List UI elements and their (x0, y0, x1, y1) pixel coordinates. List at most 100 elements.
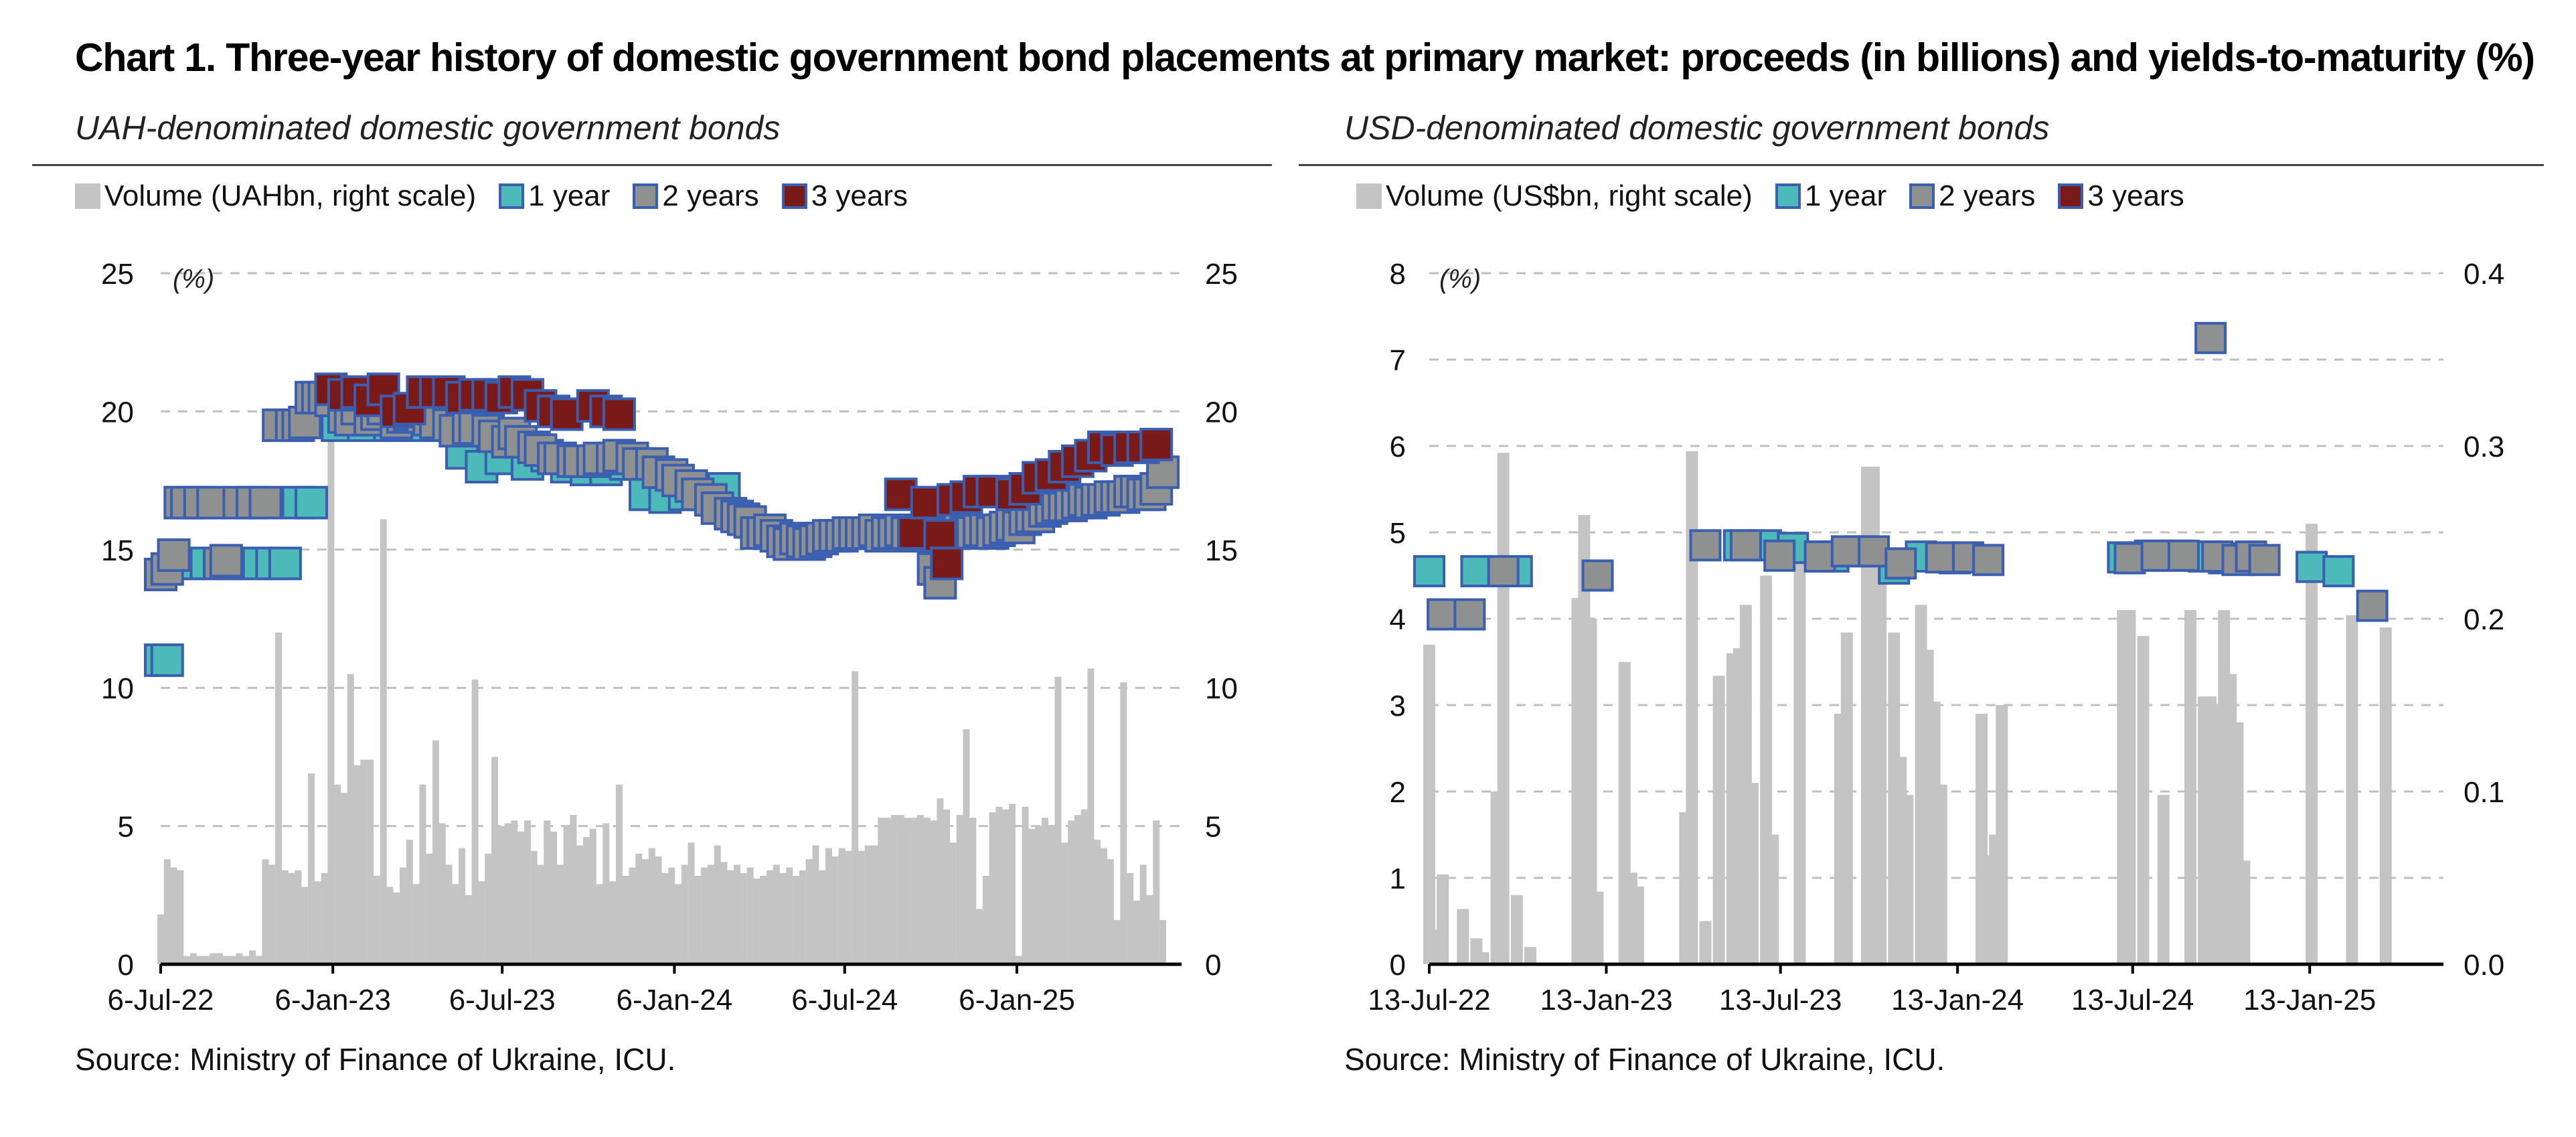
volume-bar (216, 953, 224, 964)
volume-bar (517, 831, 525, 964)
volume-bar (1712, 676, 1725, 964)
volume-bar (2184, 610, 2196, 964)
volume-bar (1113, 919, 1121, 964)
y-right-tick-label: 15 (1205, 534, 1238, 567)
volume-bar (544, 820, 551, 964)
marker-2-years (1858, 535, 1890, 568)
legend-swatch-volume (1356, 183, 1382, 209)
volume-bar (890, 815, 898, 964)
volume-bar (1068, 820, 1075, 964)
volume-bar (1477, 952, 1490, 964)
volume-bar (353, 765, 361, 964)
y-right-tick-label: 20 (1205, 396, 1238, 429)
legend-item-3-years: 3 years (2058, 179, 2184, 213)
y-unit-label: (%) (173, 264, 214, 294)
volume-bar (1133, 901, 1140, 964)
volume-bar (1008, 804, 1016, 964)
volume-bar (943, 809, 951, 964)
volume-bar (210, 953, 217, 964)
volume-bar (937, 798, 944, 964)
marker-2-years (1581, 559, 1614, 592)
volume-bar (884, 818, 892, 964)
volume-bar (1423, 644, 1435, 964)
y-right-tick-label: 0.4 (2464, 258, 2504, 291)
marker-2-years (1763, 539, 1796, 572)
y-left-tick-label: 0 (118, 949, 134, 982)
volume-bar (438, 823, 446, 964)
x-tick-label: 13-Jul-23 (1719, 984, 1842, 1016)
panel-divider-uah (32, 164, 1272, 166)
legend-label-2-years: 2 years (662, 179, 759, 212)
volume-bar (845, 850, 852, 964)
marker-2-years (1803, 540, 1836, 573)
legend-usd: Volume (US$bn, right scale) 1 year 2 yea… (1356, 179, 2207, 213)
volume-bar (1002, 809, 1010, 964)
marker-2-years (1972, 544, 2005, 577)
uah-chart-plot: 0 5 10 15 20 25 0 5 10 15 20 25 (%) 6-Jul-22 6-Jan-23 6… (101, 258, 1238, 1016)
volume-bar (740, 873, 747, 964)
chart-title: Chart 1. Three-year history of domestic … (75, 35, 2535, 80)
volume-bar (904, 818, 911, 964)
volume-bar (1087, 668, 1095, 964)
volume-bar (1022, 806, 1029, 964)
volume-bar (976, 909, 983, 964)
volume-bar (878, 818, 885, 964)
volume-bar (334, 784, 341, 964)
y-right-tick-label: 0.2 (2464, 603, 2504, 636)
y-left-tick-label: 10 (101, 672, 134, 705)
volume-bar (183, 956, 191, 964)
panel-divider-usd (1299, 164, 2544, 166)
marker-1-year (268, 546, 302, 581)
volume-bar (720, 862, 728, 964)
legend-item-3-years: 3 years (781, 179, 908, 213)
volume-bar (825, 848, 833, 964)
volume-bar (746, 867, 754, 964)
y-right-tick-label: 0.3 (2464, 431, 2504, 463)
volume-bar (242, 956, 250, 964)
source-note-uah: Source: Ministry of Finance of Ukraine, … (75, 1042, 676, 1077)
legend-swatch-1-year (1775, 183, 1801, 209)
marker-1-year (150, 643, 184, 677)
volume-bar (871, 845, 878, 964)
legend-item-volume: Volume (US$bn, right scale) (1356, 179, 1753, 213)
marker-2-years (1146, 455, 1180, 489)
volume-bar (1631, 886, 1644, 964)
volume-bar (1699, 921, 1712, 964)
volume-bar (465, 895, 472, 964)
volume-bar (1767, 834, 1779, 964)
volume-bar (602, 823, 610, 964)
marker-3-years (1139, 427, 1174, 461)
volume-bar (582, 837, 590, 964)
y-right-tick-label: 10 (1205, 672, 1238, 705)
volume-bar (864, 845, 872, 964)
volume-bar (615, 784, 623, 964)
volume-bar (1510, 895, 1523, 964)
volume-bar (629, 867, 636, 964)
volume-bar (452, 884, 459, 964)
volume-bar (400, 867, 407, 964)
marker-2-years (1427, 598, 1459, 631)
volume-bar (956, 815, 963, 964)
volume-bar (550, 831, 558, 964)
volume-bar (229, 956, 236, 964)
volume-bar (386, 887, 394, 964)
volume-bar (576, 845, 584, 964)
volume-bar (1054, 676, 1062, 964)
y-left-tick-label: 2 (1390, 776, 1406, 809)
volume-bar (196, 956, 204, 964)
y-unit-label: (%) (1439, 264, 1481, 294)
x-tick-label: 6-Jan-25 (959, 984, 1075, 1016)
volume-bar (786, 867, 793, 964)
volume-bar (262, 859, 269, 964)
volume-bar (157, 914, 164, 964)
marker-1-year (2322, 555, 2355, 588)
volume-bar (393, 892, 400, 964)
y-left-tick-label: 3 (1390, 690, 1406, 723)
volume-bar (321, 873, 328, 964)
y-left-tick-label: 15 (101, 534, 134, 567)
volume-bar (1524, 947, 1536, 964)
x-tick-label: 6-Jul-23 (449, 984, 556, 1016)
legend-swatch-2-years (1909, 183, 1935, 209)
volume-bar (793, 875, 800, 964)
volume-bar (367, 759, 374, 964)
